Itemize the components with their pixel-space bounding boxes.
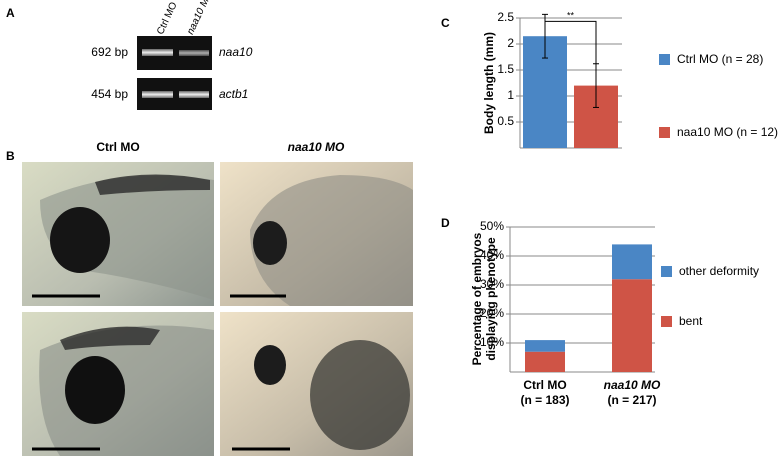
band-size: 692 bp [91,45,128,59]
panel-label: C [441,16,450,30]
gel-band [179,91,209,98]
significance-label: ** [567,11,575,21]
y-axis-label: Percentage of embryos [470,232,484,365]
legend-swatch [661,316,672,327]
bar-segment [525,351,565,372]
x-tick-note: (n = 217) [607,393,656,407]
gene-label: actb1 [219,87,248,101]
y-tick-label: 50% [480,219,504,233]
gel-band [142,91,173,98]
photo [22,162,214,306]
y-axis-label: Body length (mm) [482,32,496,134]
y-tick-label: 20% [480,306,504,320]
lane-label: naa10 MO [185,0,215,36]
gel-band [179,50,209,56]
legend-swatch [659,54,670,65]
legend-swatch [661,266,672,277]
column-header: Ctrl MO [96,140,139,154]
panel-label: A [6,6,15,20]
panel-label: B [6,149,15,163]
y-tick-label: 10% [480,335,504,349]
x-tick-label: naa10 MO [604,378,661,392]
legend-label: Ctrl MO (n = 28) [677,52,763,66]
x-tick-label: Ctrl MO [523,378,566,392]
photo [220,312,413,456]
y-tick-label: 2.5 [497,10,514,24]
panel-label: D [441,216,450,230]
photo [220,162,413,306]
y-tick-label: 1.5 [497,62,514,76]
gene-label: naa10 [219,45,253,59]
y-tick-label: 1 [507,88,514,102]
lane-label: Ctrl MO [155,0,180,36]
band-size: 454 bp [91,87,128,101]
legend-label: naa10 MO (n = 12) [677,125,778,139]
column-header: naa10 MO [288,140,345,154]
bar-segment [612,244,652,280]
legend-label: bent [679,314,703,328]
bar-segment [612,279,652,372]
significance-bracket [544,20,597,64]
y-tick-label: 30% [480,277,504,291]
legend-label: other deformity [679,264,759,278]
gel-band [142,49,173,56]
photo [22,312,214,456]
y-tick-label: 0.5 [497,114,514,128]
bar-segment [525,340,565,352]
legend-swatch [659,127,670,138]
x-tick-note: (n = 183) [520,393,569,407]
y-tick-label: 2 [507,36,514,50]
y-axis-label: displaying phenotype [484,237,498,361]
y-tick-label: 40% [480,248,504,262]
